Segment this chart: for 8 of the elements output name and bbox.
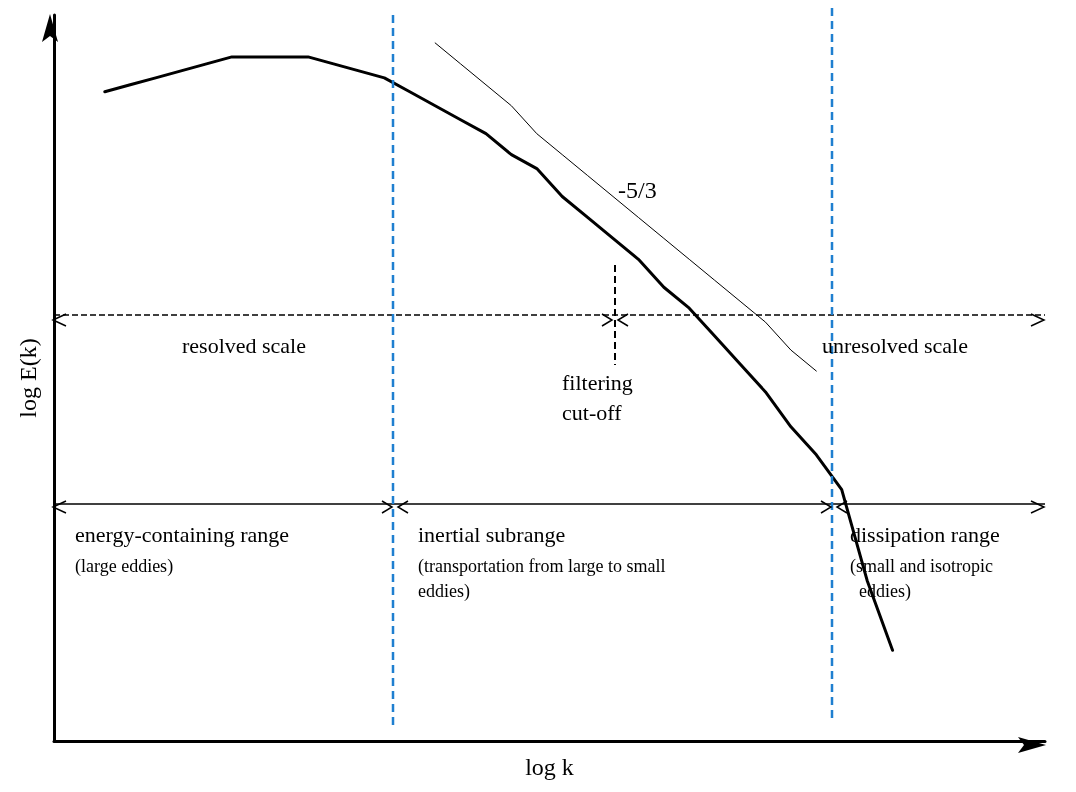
annotation: filtering cut-off	[562, 370, 633, 425]
annotation: inertial subrange (transportation from large to small eddies)	[418, 522, 666, 602]
x-axis-title: log k	[525, 754, 574, 780]
y-axis-title: log E(k)	[15, 338, 41, 418]
annotation: -5/3	[618, 177, 657, 203]
annotation: unresolved scale	[822, 333, 968, 358]
annotation: resolved scale	[182, 333, 306, 358]
annotation: energy-containing range (large eddies)	[75, 522, 290, 577]
